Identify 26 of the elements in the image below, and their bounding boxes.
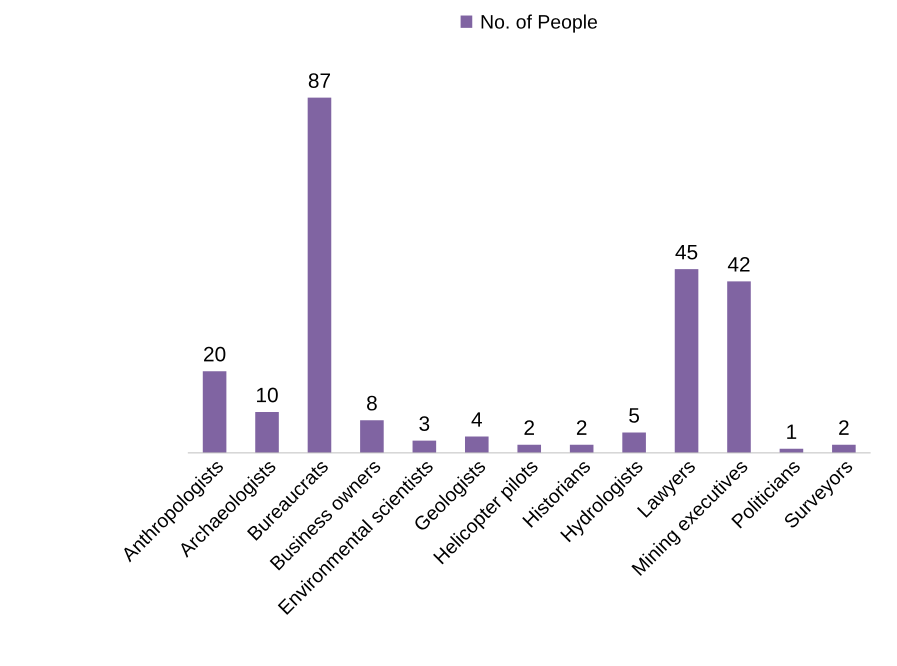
data-label: 2: [576, 420, 586, 435]
bar: [727, 281, 751, 453]
data-label: 4: [471, 412, 482, 427]
bar: [622, 432, 646, 453]
bar: [412, 440, 436, 453]
bar: [570, 444, 594, 453]
bar: [464, 436, 489, 453]
data-label: 2: [524, 420, 534, 435]
bar: [255, 412, 279, 453]
bar: [674, 269, 698, 453]
data-label: 45: [675, 244, 698, 260]
bar: [360, 420, 384, 453]
bar: [202, 371, 226, 453]
legend-label: No. of People: [482, 14, 598, 33]
bar: [308, 98, 332, 453]
data-label: 5: [629, 408, 640, 423]
data-label: 20: [204, 346, 226, 362]
data-label: 2: [839, 420, 849, 435]
data-label: 87: [308, 73, 330, 88]
data-label: 42: [728, 256, 750, 272]
bar: [517, 444, 542, 453]
data-label: 10: [257, 388, 278, 402]
data-label: 1: [787, 424, 796, 439]
bar: [832, 444, 856, 453]
data-label: 8: [367, 396, 377, 411]
data-label: 3: [419, 416, 430, 431]
